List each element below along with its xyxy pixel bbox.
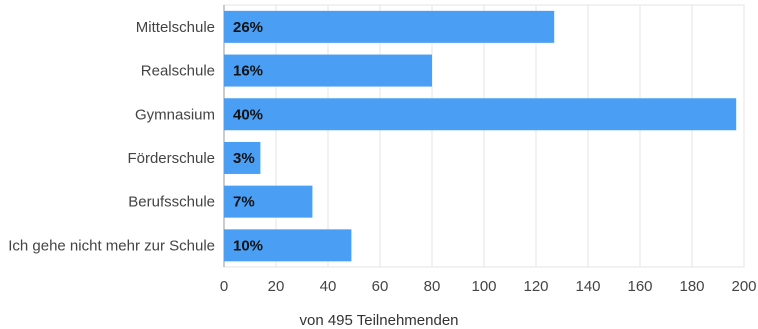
bar [224,10,555,43]
bar [224,185,313,218]
bar [224,141,261,174]
bar-data-label: 3% [233,150,255,167]
category-label: Ich gehe nicht mehr zur Schule [8,237,215,254]
grid-lines [223,4,745,268]
bars: 26% 16% 40% 3% 7% 10% [224,10,737,262]
category-label: Gymnasium [135,106,215,123]
bar-data-label: 10% [233,237,263,254]
x-tick-label: 80 [424,278,441,295]
x-tick-label: 180 [679,278,704,295]
category-label: Mittelschule [136,19,215,36]
bar-data-label: 7% [233,194,255,211]
x-axis-title: von 495 Teilnehmenden [299,312,458,329]
bar-data-label: 26% [233,19,263,36]
category-label: Förderschule [127,150,215,167]
x-tick-label: 20 [268,278,285,295]
category-label: Realschule [141,63,215,80]
x-tick-label: 100 [471,278,496,295]
bar [224,98,737,131]
bar [224,54,432,87]
x-tick-label: 120 [523,278,548,295]
bar-data-label: 40% [233,106,263,123]
x-tick-label: 60 [372,278,389,295]
category-label: Berufsschule [128,194,215,211]
bar-data-label: 16% [233,63,263,80]
bar [224,229,352,262]
x-tick-label: 40 [320,278,337,295]
category-labels: Mittelschule Realschule Gymnasium Fördersch… [8,19,215,255]
x-tick-label: 200 [731,278,756,295]
x-tick-label: 0 [220,278,228,295]
x-tick-label: 140 [575,278,600,295]
x-tick-label: 160 [627,278,652,295]
x-axis-ticks: 0 20 40 60 80 100 120 140 160 180 200 [220,278,757,295]
